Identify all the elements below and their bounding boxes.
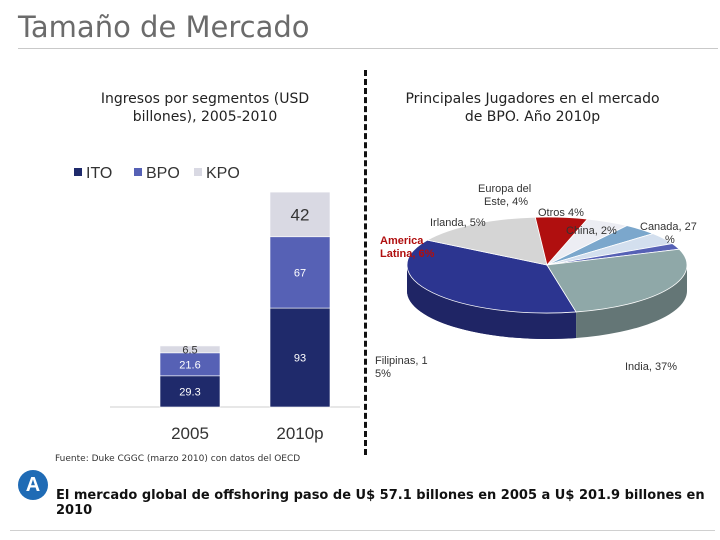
pie-slice-canada <box>546 248 688 313</box>
source-note: Fuente: Duke CGGC (marzo 2010) con datos… <box>55 454 301 464</box>
page-title: Tamaño de Mercado <box>18 10 310 44</box>
bar-ito-2010p <box>269 307 331 408</box>
pie-label: America Latina, 6% <box>380 235 435 260</box>
bar-value-label: 42 <box>291 205 310 224</box>
bar-kpo-2010p <box>269 191 331 238</box>
pie-label: Canada, 27% <box>640 221 697 246</box>
legend-swatch-kpo <box>194 168 202 176</box>
bar-value-label: 6.5 <box>182 344 197 356</box>
bar-value-label: 29.3 <box>179 386 200 398</box>
bar-kpo-2005 <box>159 345 221 354</box>
logo-icon: A <box>18 470 48 500</box>
pie-slice-india <box>406 239 577 314</box>
x-tick-label: 2010p <box>276 424 323 443</box>
pie-side-wall <box>576 265 687 338</box>
bottom-divider <box>10 530 715 531</box>
pie-side-wall <box>407 265 577 339</box>
bar-chart: ITO BPO KPO 29.3 21.6 6.5 2005 93 67 42 2010p <box>74 165 360 443</box>
legend-label-ito: ITO <box>86 165 112 182</box>
pie-label: Europa del Este, 4% <box>478 183 531 208</box>
pie-label: Irlanda, 5% <box>430 217 486 229</box>
pie-chart-title: Principales Jugadores en el mercado de B… <box>405 91 660 125</box>
bar-chart-title: Ingresos por segmentos (USD billones), 2… <box>100 91 310 125</box>
legend-label-kpo: KPO <box>206 165 240 182</box>
pie-label: Filipinas, 1 5% <box>375 355 428 380</box>
section-divider <box>364 70 367 455</box>
bar-value-label: 21.6 <box>179 359 200 371</box>
legend-swatch-ito <box>74 168 82 176</box>
pie-label: China, 2% <box>566 225 617 237</box>
pie-label: India, 37% <box>625 361 677 373</box>
title-divider <box>18 48 718 49</box>
legend-label-bpo: BPO <box>146 165 180 182</box>
x-tick-label: 2005 <box>171 424 209 443</box>
bar-bpo-2010p <box>269 236 331 309</box>
pie-slice-filipinas <box>426 216 548 266</box>
pie-chart: India, 37% Filipinas, 1 5% America Latina, 6… <box>375 183 697 380</box>
bar-value-label: 67 <box>294 267 306 279</box>
pie-label: Otros 4% <box>538 207 584 219</box>
bar-value-label: 93 <box>294 353 306 365</box>
legend-swatch-bpo <box>134 168 142 176</box>
footer-statement: El mercado global de offshoring paso de … <box>56 488 705 518</box>
